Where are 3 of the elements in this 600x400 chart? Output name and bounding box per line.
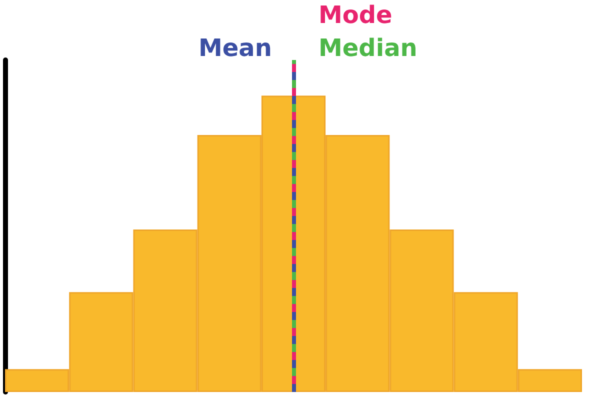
text: Mean — [198, 34, 272, 62]
text: Mode — [318, 1, 392, 29]
text: Median — [318, 34, 418, 62]
